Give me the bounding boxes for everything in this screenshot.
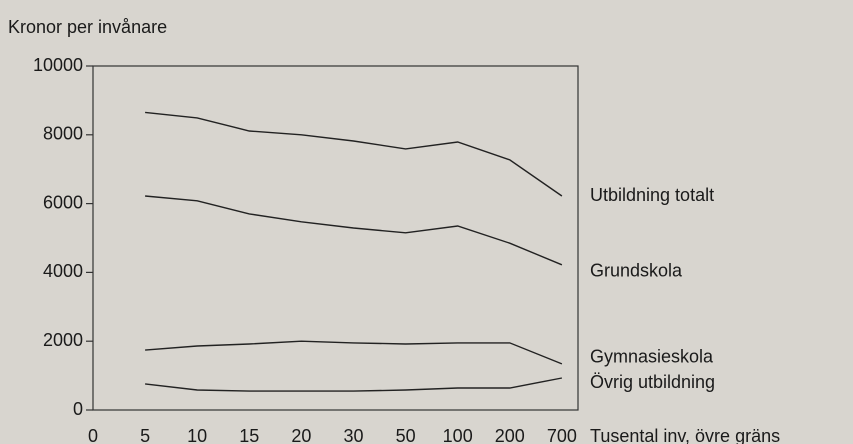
series-label: Utbildning totalt [590,185,714,205]
series-line [145,377,563,392]
series-label: Grundskola [590,261,683,281]
x-tick-label: 20 [291,426,311,444]
x-tick-label: 700 [547,426,577,444]
y-tick-label: 2000 [43,330,83,350]
y-tick-label: 4000 [43,261,83,281]
x-tick-label: 15 [239,426,259,444]
series-line [145,195,563,266]
x-tick-label: 50 [396,426,416,444]
series-label: Gymnasieskola [590,347,714,367]
x-tick-label: 100 [443,426,473,444]
y-tick-label: 10000 [33,55,83,75]
x-tick-label: 5 [140,426,150,444]
y-tick-label: 6000 [43,192,83,212]
series-label: Övrig utbildning [590,372,715,392]
plot-frame [92,65,579,411]
y-tick-label: 8000 [43,124,83,144]
x-tick-label: 30 [343,426,363,444]
y-tick-label: 0 [73,399,83,419]
x-axis-label: Tusental inv, övre gräns [590,426,780,444]
x-tick-label: 0 [88,426,98,444]
x-tick-label: 200 [495,426,525,444]
x-tick-label: 10 [187,426,207,444]
series-line [145,340,563,365]
y-axis-label: Kronor per invånare [8,17,167,37]
series-line [145,111,563,197]
